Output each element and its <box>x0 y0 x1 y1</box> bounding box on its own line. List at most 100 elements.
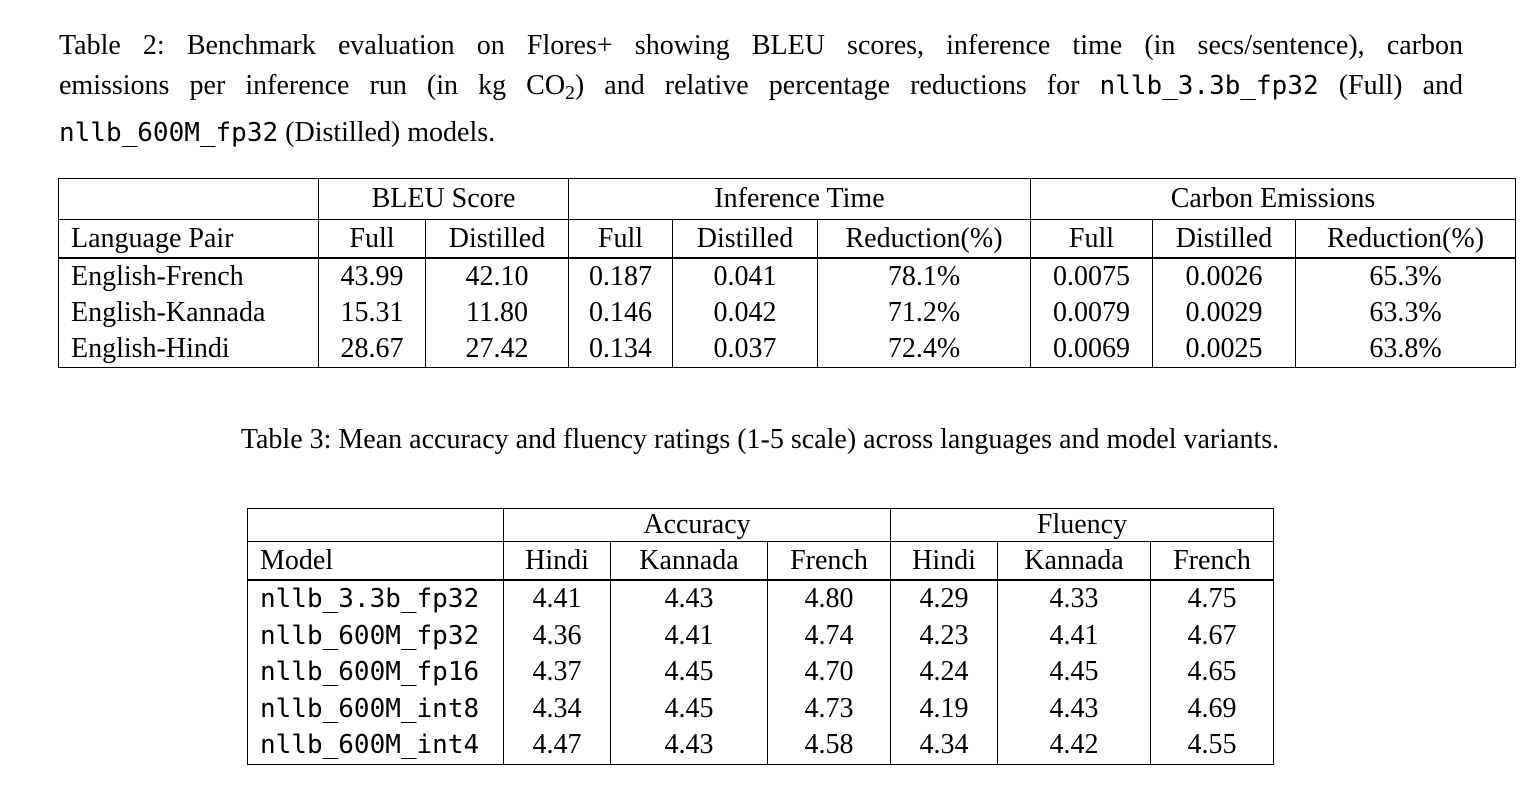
table-cell: 4.75 <box>1150 580 1274 618</box>
language-pair-cell: English-Kannada <box>71 297 266 328</box>
model-name-cell: nllb_600M_int4 <box>260 730 480 761</box>
model-name-cell: nllb_600M_fp16 <box>260 657 480 688</box>
table-cell: 43.99 <box>318 258 426 295</box>
table-cell: 72.4% <box>817 331 1031 368</box>
table-cell: 0.187 <box>568 258 673 295</box>
table-cell: 4.34 <box>503 690 611 727</box>
table2-column-header-row: Language Pair Full Distilled Full Distil… <box>58 219 1516 259</box>
table-cell: 11.80 <box>425 295 569 331</box>
group-header-bleu: BLEU Score <box>318 178 569 220</box>
corner-cell <box>247 508 504 542</box>
table-row: English-Kannada 15.31 11.80 0.146 0.042 … <box>59 295 1516 331</box>
table-cell: 0.042 <box>672 295 818 331</box>
table-cell: 0.037 <box>672 331 818 368</box>
column-header: Hindi <box>503 541 611 581</box>
table3-caption: Table 3: Mean accuracy and fluency ratin… <box>240 424 1280 455</box>
table-cell: 28.67 <box>318 331 426 368</box>
caption-text: ) and relative percentage reductions for <box>574 69 1100 101</box>
group-header-fluency: Fluency <box>890 508 1274 542</box>
table3-container: Accuracy Fluency Model Hindi Kannada Fre… <box>247 508 1274 765</box>
model-name-code: nllb_600M_fp32 <box>59 117 279 148</box>
table-row: English-French 43.99 42.10 0.187 0.041 7… <box>59 258 1516 295</box>
column-header: Distilled <box>425 219 569 259</box>
table3-group-header-row: Accuracy Fluency <box>247 508 1274 542</box>
column-header: French <box>767 541 891 581</box>
table-cell: 0.041 <box>672 258 818 295</box>
table2-caption-line3: nllb_600M_fp32 (Distilled) models. <box>59 113 1463 154</box>
column-header: Distilled <box>672 219 818 259</box>
column-header: Full <box>568 219 673 259</box>
language-pair-cell: English-Hindi <box>71 333 230 364</box>
table-cell: 4.67 <box>1150 617 1274 654</box>
table-cell: 0.134 <box>568 331 673 368</box>
table-cell: 4.37 <box>503 654 611 691</box>
table-cell: 0.0069 <box>1030 331 1153 368</box>
table-cell: 4.69 <box>1150 690 1274 727</box>
benchmark-table: BLEU Score Inference Time Carbon Emissio… <box>58 178 1516 368</box>
table-cell: 4.42 <box>997 727 1151 764</box>
table-cell: 4.41 <box>503 580 611 618</box>
column-header: Distilled <box>1152 219 1296 259</box>
table2-group-header-row: BLEU Score Inference Time Carbon Emissio… <box>58 178 1516 220</box>
group-header-carbon: Carbon Emissions <box>1030 178 1516 220</box>
column-header: Full <box>318 219 426 259</box>
column-header: Kannada <box>997 541 1151 581</box>
table-cell: 4.65 <box>1150 654 1274 691</box>
table-cell: 4.43 <box>610 580 768 618</box>
caption-text: (Distilled) models. <box>278 116 496 148</box>
table-cell: 4.23 <box>890 617 998 654</box>
table-cell: 0.146 <box>568 295 673 331</box>
group-header-accuracy: Accuracy <box>503 508 891 542</box>
table-cell: 4.45 <box>610 690 768 727</box>
table-row: nllb_600M_fp16 4.37 4.45 4.70 4.24 4.45 … <box>248 654 1274 691</box>
model-name-cell: nllb_600M_fp32 <box>260 620 480 651</box>
model-name-cell: nllb_3.3b_fp32 <box>260 584 480 615</box>
column-header: Kannada <box>610 541 768 581</box>
table-cell: 4.45 <box>610 654 768 691</box>
column-header: Full <box>1030 219 1153 259</box>
column-header: Model <box>247 541 504 581</box>
table-cell: 4.29 <box>890 580 998 618</box>
table-cell: 27.42 <box>425 331 569 368</box>
table-row: nllb_600M_fp32 4.36 4.41 4.74 4.23 4.41 … <box>248 617 1274 654</box>
table-cell: 0.0026 <box>1152 258 1296 295</box>
table-cell: 4.24 <box>890 654 998 691</box>
column-header: Reduction(%) <box>817 219 1031 259</box>
model-name-code: nllb_3.3b_fp32 <box>1099 70 1319 101</box>
table-cell: 65.3% <box>1295 258 1516 295</box>
table-cell: 0.0075 <box>1030 258 1153 295</box>
table3-column-header-row: Model Hindi Kannada French Hindi Kannada… <box>247 541 1274 581</box>
table-cell: 4.36 <box>503 617 611 654</box>
column-header: French <box>1150 541 1274 581</box>
language-pair-cell: English-French <box>71 261 244 292</box>
corner-cell <box>58 178 319 220</box>
table-cell: 4.45 <box>997 654 1151 691</box>
table-cell: 42.10 <box>425 258 569 295</box>
table2-caption-line1: Table 2: Benchmark evaluation on Flores+… <box>59 26 1463 66</box>
table-cell: 4.73 <box>767 690 891 727</box>
caption-text: emissions per inference run (in kg CO <box>59 69 566 101</box>
table-cell: 78.1% <box>817 258 1031 295</box>
table-cell: 0.0079 <box>1030 295 1153 331</box>
table-cell: 4.47 <box>503 727 611 764</box>
table-row: nllb_600M_int8 4.34 4.45 4.73 4.19 4.43 … <box>248 690 1274 727</box>
table-cell: 4.41 <box>610 617 768 654</box>
table-cell: 4.19 <box>890 690 998 727</box>
caption-text: (Full) and <box>1318 69 1463 101</box>
table-cell: 71.2% <box>817 295 1031 331</box>
table-cell: 4.70 <box>767 654 891 691</box>
co2-subscript: 2 <box>565 82 575 104</box>
table-cell: 4.80 <box>767 580 891 618</box>
table-cell: 63.3% <box>1295 295 1516 331</box>
table-cell: 4.43 <box>997 690 1151 727</box>
table-cell: 4.33 <box>997 580 1151 618</box>
column-header: Hindi <box>890 541 998 581</box>
table-cell: 4.58 <box>767 727 891 764</box>
table-row: nllb_600M_int4 4.47 4.43 4.58 4.34 4.42 … <box>248 727 1274 764</box>
table-row: English-Hindi 28.67 27.42 0.134 0.037 72… <box>59 331 1516 368</box>
table-cell: 4.34 <box>890 727 998 764</box>
table2-caption-line2: emissions per inference run (in kg CO2) … <box>59 66 1463 113</box>
table2-caption: Table 2: Benchmark evaluation on Flores+… <box>59 26 1463 153</box>
table-cell: 4.43 <box>610 727 768 764</box>
